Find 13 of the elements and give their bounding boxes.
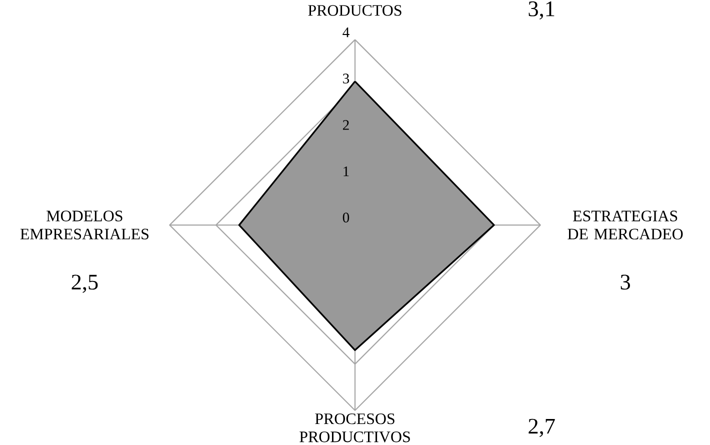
y-tick-label: 0 — [342, 212, 350, 222]
y-tick-label: 3 — [343, 74, 350, 84]
text: 2,5 — [72, 274, 98, 293]
y-tick-label: 4 — [342, 27, 350, 38]
y-tick-label: 1 — [344, 166, 349, 176]
y-tick-label: 2 — [342, 120, 349, 130]
text: 2,7 — [528, 418, 555, 437]
spoke-label: MODELOS EMPRESARIALES — [20, 210, 148, 240]
text: 3 — [620, 274, 630, 290]
spoke-label: PROCESOS PRODUCTIVOS — [300, 413, 410, 442]
spoke-label: ESTRATEGIAS DE MERCADEO — [568, 210, 683, 240]
text: 3,1 — [528, 1, 554, 20]
spoke-label: PRODUCTOS — [308, 5, 402, 16]
